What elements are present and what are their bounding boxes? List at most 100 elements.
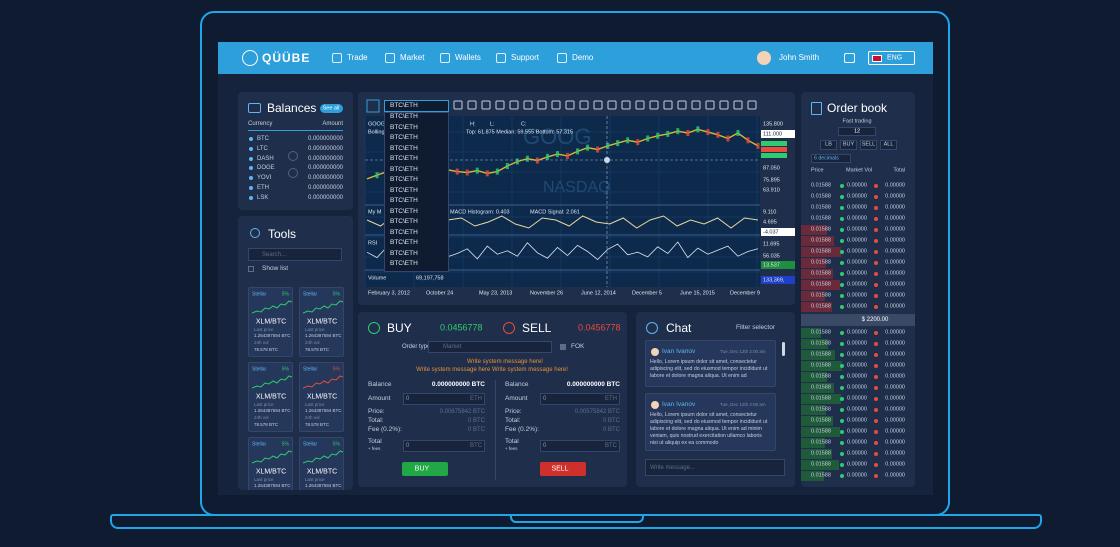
total-input[interactable] bbox=[540, 440, 620, 452]
tools-clip: Stellar 5% XLM/BTC Last price 1.264387594 BT… bbox=[238, 280, 353, 490]
toolbar-icon[interactable] bbox=[509, 100, 519, 110]
toolbar-icon[interactable] bbox=[705, 100, 715, 110]
axis-marker bbox=[761, 153, 787, 158]
nav-item[interactable]: Support bbox=[511, 53, 540, 62]
nav-item[interactable]: Demo bbox=[572, 53, 594, 62]
coin-card[interactable]: Stellar 5% XLM/BTC Last price 1.264387594 BT… bbox=[248, 287, 293, 357]
toolbar-icon[interactable] bbox=[621, 100, 631, 110]
amount-input[interactable] bbox=[403, 393, 485, 405]
candle bbox=[646, 135, 650, 142]
filter-button[interactable] bbox=[880, 140, 897, 150]
toolbar-icon[interactable] bbox=[579, 100, 589, 110]
time: Tue, Dec 12th 2:00 am bbox=[720, 401, 766, 407]
toolbar-icon[interactable] bbox=[677, 100, 687, 110]
symbol-option[interactable]: BTC\ETH bbox=[390, 133, 418, 141]
symbol-option[interactable]: BTC\ETH bbox=[390, 238, 418, 246]
icon bbox=[839, 418, 845, 424]
axis-label: 13.537 bbox=[763, 262, 780, 268]
price: 0.01588 bbox=[811, 270, 831, 277]
symbol-option[interactable]: BTC\ETH bbox=[390, 207, 418, 215]
toolbar-icon[interactable] bbox=[747, 100, 757, 110]
nav-item[interactable]: Market bbox=[400, 53, 425, 62]
toolbar-icon[interactable] bbox=[565, 100, 575, 110]
filter-button[interactable] bbox=[820, 140, 837, 150]
symbol-option[interactable]: BTC\ETH bbox=[390, 144, 418, 152]
volume: 0.00000 bbox=[847, 237, 867, 244]
toolbar-icon[interactable] bbox=[691, 100, 701, 110]
coin-card[interactable]: Stellar 5% XLM/BTC Last price 1.264387594 BT… bbox=[299, 437, 344, 490]
icon bbox=[873, 227, 879, 233]
message-input[interactable] bbox=[645, 459, 785, 476]
icon bbox=[839, 194, 845, 200]
toolbar-icon[interactable] bbox=[523, 100, 533, 110]
toolbar-icon[interactable] bbox=[719, 100, 729, 110]
toolbar-icon[interactable] bbox=[467, 100, 477, 110]
sell-price: 0.0456778 bbox=[578, 322, 621, 333]
nav-item[interactable]: Wallets bbox=[455, 53, 481, 62]
currency: BTC bbox=[257, 136, 269, 142]
label: Total bbox=[505, 437, 519, 445]
unit: BTC bbox=[470, 443, 482, 449]
toolbar-icon[interactable] bbox=[551, 100, 561, 110]
coin-pair: XLM/BTC bbox=[306, 468, 338, 476]
toolbar-icon[interactable] bbox=[607, 100, 617, 110]
coin-card[interactable]: Stellar 5% XLM/BTC Last price 1.264387594 BT… bbox=[299, 362, 344, 432]
filter-button[interactable] bbox=[840, 140, 857, 150]
language-select[interactable] bbox=[868, 51, 915, 65]
toolbar-icon[interactable] bbox=[481, 100, 491, 110]
show-list-checkbox[interactable] bbox=[248, 266, 254, 272]
filter-button[interactable] bbox=[860, 140, 877, 150]
volume: 0.00000 bbox=[847, 428, 867, 435]
coin-card[interactable]: Stellar 5% XLM/BTC Last price 1.264387594 BT… bbox=[248, 362, 293, 432]
axis-label-bg bbox=[761, 228, 795, 236]
icon bbox=[839, 407, 845, 413]
toolbar-icon[interactable] bbox=[453, 100, 463, 110]
total-input[interactable] bbox=[403, 440, 485, 452]
toolbar-icon[interactable] bbox=[593, 100, 603, 110]
icon bbox=[249, 176, 253, 181]
toolbar-icon[interactable] bbox=[537, 100, 547, 110]
symbol-option[interactable]: BTC\ETH bbox=[390, 259, 418, 267]
filter-selector[interactable]: Filter selector bbox=[736, 323, 776, 331]
symbol-option[interactable]: BTC\ETH bbox=[390, 175, 418, 183]
candle bbox=[545, 153, 549, 160]
toolbar-icon[interactable] bbox=[649, 100, 659, 110]
amount-input[interactable] bbox=[838, 127, 876, 136]
toolbar-icon[interactable] bbox=[495, 100, 505, 110]
search-input[interactable] bbox=[248, 248, 342, 261]
symbol-option[interactable]: BTC\ETH bbox=[390, 249, 418, 257]
symbol-option[interactable]: BTC\ETH bbox=[390, 154, 418, 162]
sparkline bbox=[252, 300, 292, 314]
axis-label: 11.695 bbox=[763, 241, 779, 247]
coin-card[interactable]: Stellar 5% XLM/BTC Last price 1.264387594 BT… bbox=[299, 287, 344, 357]
buy-title: BUY bbox=[387, 321, 412, 335]
toolbar-icon[interactable] bbox=[635, 100, 645, 110]
user-name[interactable]: John Smith bbox=[779, 53, 820, 62]
symbol-option[interactable]: BTC\ETH bbox=[390, 217, 418, 225]
order-type-select[interactable] bbox=[428, 341, 552, 353]
icon bbox=[873, 271, 879, 277]
fok-checkbox[interactable] bbox=[560, 344, 566, 350]
amount-input[interactable] bbox=[540, 393, 620, 405]
symbol-option[interactable]: BTC\ETH bbox=[390, 101, 418, 109]
icon bbox=[839, 216, 845, 222]
total: 0.00000 bbox=[885, 340, 905, 347]
nav-item[interactable]: Trade bbox=[347, 53, 368, 62]
symbol-option[interactable]: BTC\ETH bbox=[390, 186, 418, 194]
symbol-option[interactable]: BTC\ETH bbox=[390, 165, 418, 173]
symbol-select[interactable] bbox=[384, 100, 449, 112]
fee: 0 BTC bbox=[467, 427, 485, 433]
symbol-option[interactable]: BTC\ETH bbox=[390, 228, 418, 236]
symbol-option[interactable]: BTC\ETH bbox=[390, 112, 418, 120]
symbol-option[interactable]: BTC\ETH bbox=[390, 196, 418, 204]
sell-button[interactable] bbox=[540, 462, 586, 476]
see-all-button[interactable] bbox=[320, 104, 343, 113]
coin-card[interactable]: Stellar 5% XLM/BTC Last price 1.264387594 BT… bbox=[248, 437, 293, 490]
sparkline-path bbox=[303, 300, 343, 314]
toolbar-icon[interactable] bbox=[663, 100, 673, 110]
decimals-select[interactable] bbox=[811, 154, 851, 163]
buy-button[interactable] bbox=[402, 462, 448, 476]
logout-icon[interactable] bbox=[844, 53, 855, 63]
toolbar-icon[interactable] bbox=[733, 100, 743, 110]
symbol-option[interactable]: BTC\ETH bbox=[390, 123, 418, 131]
